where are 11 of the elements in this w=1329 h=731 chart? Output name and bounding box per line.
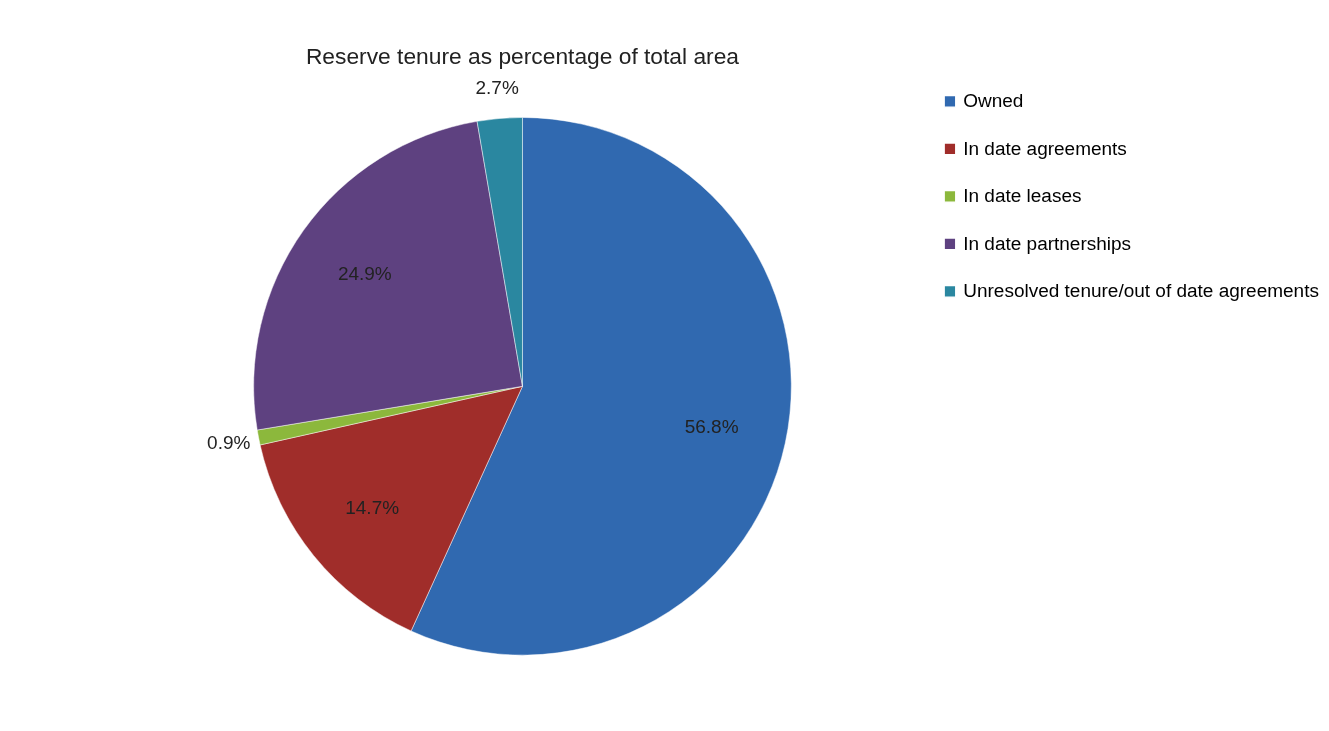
legend-label: Owned: [963, 90, 1024, 112]
chart-title: Reserve tenure as percentage of total area: [305, 43, 740, 70]
legend-label: In date partnerships: [963, 232, 1132, 254]
legend-label: In date agreements: [963, 137, 1127, 159]
legend-label: Unresolved tenure/out of date agreements: [963, 280, 1319, 301]
data-label: 0.9%: [207, 431, 251, 453]
data-label: 14.7%: [345, 496, 400, 518]
legend-label: In date leases: [963, 185, 1082, 207]
data-label: 56.8%: [684, 416, 739, 438]
data-label: 2.7%: [475, 76, 519, 98]
data-label: 24.9%: [337, 262, 392, 284]
